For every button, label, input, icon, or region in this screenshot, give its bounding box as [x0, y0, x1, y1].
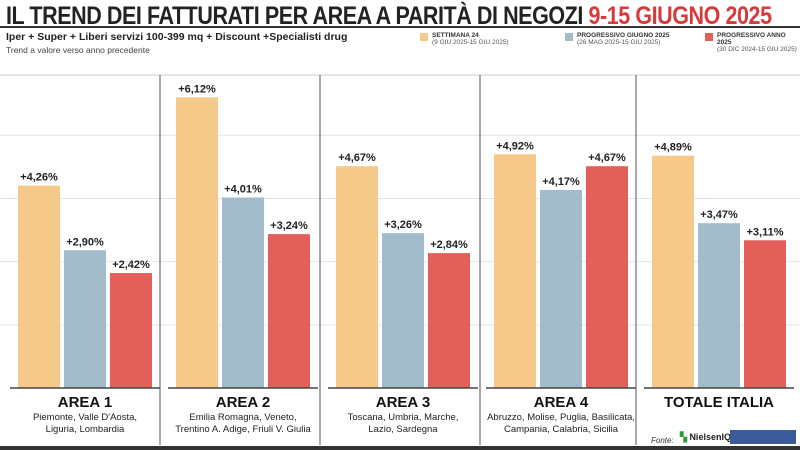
- note: Trend a valore verso anno precedente: [6, 45, 150, 55]
- region-label: Trentino A. Adige, Friuli V. Giulia: [175, 424, 311, 435]
- legend-swatch: [565, 33, 573, 41]
- legend-item: PROGRESSIVO ANNO 2025 (30 DIC 2024-15 GIU…: [705, 32, 800, 53]
- title-rule: [0, 26, 800, 28]
- bar: [586, 166, 628, 388]
- data-label: +6,12%: [178, 83, 216, 95]
- data-label: +4,89%: [654, 142, 692, 154]
- data-label: +4,01%: [224, 184, 262, 196]
- data-label: +2,84%: [430, 239, 468, 251]
- bar: [110, 273, 152, 388]
- source-label: Fonte:: [651, 436, 674, 445]
- region-label: Abruzzo, Molise, Puglia, Basilicata,: [487, 412, 635, 423]
- bar: [428, 253, 470, 388]
- data-label: +4,17%: [542, 176, 580, 188]
- bar: [494, 154, 536, 388]
- bar: [268, 234, 310, 388]
- data-label: +4,26%: [20, 172, 58, 184]
- region-label: Piemonte, Valle D'Aosta,: [33, 412, 137, 423]
- category-label: AREA 2: [216, 394, 270, 411]
- bar: [18, 185, 60, 388]
- legend-label: PROGRESSIVO GIUGNO 2025: [577, 32, 670, 39]
- legend-range: (26 MAG 2025-15 GIU 2025): [577, 39, 661, 46]
- category-label: AREA 1: [58, 394, 112, 411]
- data-label: +2,42%: [112, 259, 150, 271]
- bar: [176, 97, 218, 389]
- category-label: AREA 4: [534, 394, 589, 411]
- bar: [540, 189, 582, 388]
- data-label: +4,67%: [588, 152, 626, 164]
- bar: [222, 197, 264, 388]
- bar: [744, 240, 786, 388]
- subtitle: Iper + Super + Liberi servizi 100-399 mq…: [6, 31, 348, 43]
- bar: [382, 233, 424, 388]
- source-name: NielsenIQ: [689, 432, 731, 442]
- category-label: TOTALE ITALIA: [664, 394, 774, 411]
- legend-label: SETTIMANA 24: [432, 32, 479, 39]
- data-label: +4,92%: [496, 140, 534, 152]
- bar: [698, 223, 740, 388]
- region-label: Campania, Calabria, Sicilia: [504, 424, 619, 435]
- nielseniq-logo: ▚ NielsenIQ: [680, 432, 731, 442]
- legend-swatch: [420, 33, 428, 41]
- region-label: Toscana, Umbria, Marche,: [348, 412, 459, 423]
- data-label: +3,11%: [746, 226, 783, 238]
- legend-item: PROGRESSIVO GIUGNO 2025 (26 MAG 2025-15 G…: [565, 32, 670, 46]
- bar: [64, 250, 106, 388]
- title-date: 9-15 GIUGNO 2025: [588, 2, 772, 30]
- bar: [652, 155, 694, 388]
- category-label: AREA 3: [376, 394, 430, 411]
- data-label: +3,26%: [384, 219, 422, 231]
- legend-label: PROGRESSIVO ANNO 2025: [717, 32, 786, 46]
- bottom-bar: [0, 446, 800, 450]
- legend-item: SETTIMANA 24 (9 GIU 2025-15 GIU 2025): [420, 32, 509, 46]
- page-title: IL TREND DEI FATTURATI PER AREA A PARITÀ…: [6, 2, 772, 31]
- data-label: +3,47%: [700, 209, 738, 221]
- bar: [336, 166, 378, 388]
- region-label: Liguria, Lombardia: [46, 424, 125, 435]
- title-main: IL TREND DEI FATTURATI PER AREA A PARITÀ…: [6, 2, 583, 30]
- legend-swatch: [705, 33, 713, 41]
- publisher-logo: [730, 430, 796, 444]
- data-label: +4,67%: [338, 152, 376, 164]
- legend-range: (9 GIU 2025-15 GIU 2025): [432, 39, 509, 46]
- data-label: +3,24%: [270, 220, 308, 232]
- legend-range: (30 DIC 2024-15 GIU 2025): [717, 46, 797, 53]
- region-label: Lazio, Sardegna: [368, 424, 438, 435]
- region-label: Emilia Romagna, Veneto,: [189, 412, 296, 423]
- data-label: +2,90%: [66, 236, 104, 248]
